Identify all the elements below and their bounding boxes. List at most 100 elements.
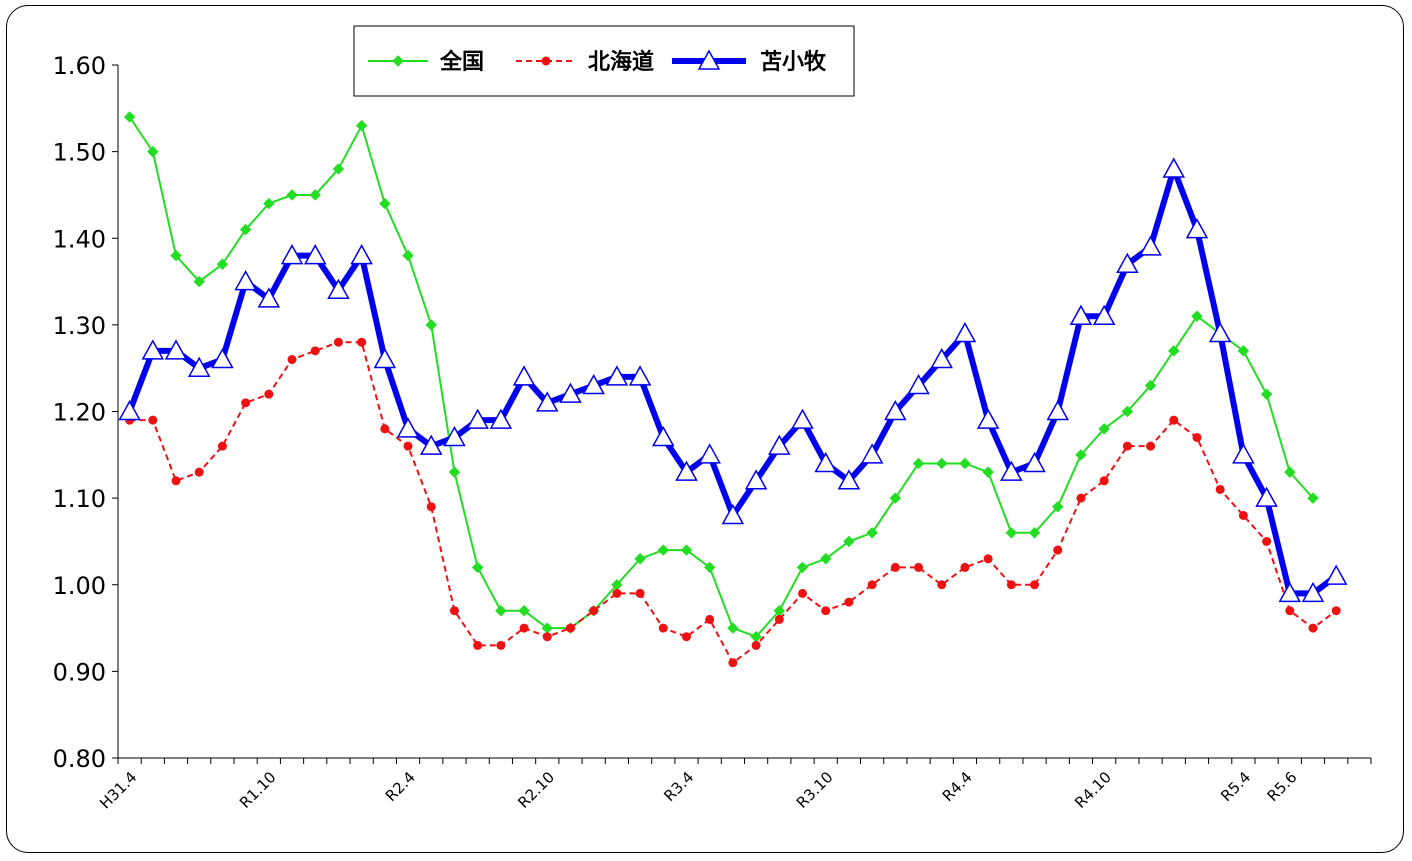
data-point-tomakomai [466, 408, 489, 429]
data-point-tomakomai [860, 443, 884, 464]
data-point-tomakomai [652, 425, 675, 447]
data-point-tomakomai [118, 399, 141, 421]
data-point-zenkoku [216, 258, 229, 270]
data-point-hokkaido [542, 632, 552, 642]
data-point-hokkaido [171, 476, 181, 486]
data-point-zenkoku [1144, 379, 1157, 392]
y-tick-label: 1.10 [53, 485, 106, 513]
data-point-zenkoku [1168, 345, 1180, 357]
y-tick-label: 0.80 [53, 745, 106, 773]
data-point-zenkoku [263, 197, 275, 210]
data-point-tomakomai [559, 382, 582, 403]
data-point-tomakomai [280, 244, 304, 265]
data-point-tomakomai [303, 244, 327, 265]
chart-frame [6, 5, 1404, 853]
data-point-tomakomai [1023, 451, 1046, 473]
data-point-hokkaido [983, 554, 993, 564]
data-point-zenkoku [820, 553, 832, 565]
data-point-tomakomai [976, 408, 1000, 429]
data-point-tomakomai [234, 270, 257, 291]
data-point-zenkoku [657, 544, 669, 556]
data-point-hokkaido [1146, 441, 1156, 451]
data-point-hokkaido [774, 614, 784, 624]
data-point-hokkaido [241, 398, 251, 408]
x-tick-label: R4.10 [1071, 768, 1115, 812]
data-point-zenkoku [355, 119, 368, 132]
data-point-zenkoku [471, 561, 484, 574]
data-point-tomakomai [350, 244, 373, 265]
data-point-zenkoku [936, 457, 948, 470]
data-point-zenkoku [402, 249, 414, 262]
data-point-zenkoku [796, 561, 809, 574]
data-point-tomakomai [211, 347, 234, 369]
data-point-hokkaido [1285, 606, 1295, 616]
data-point-zenkoku [309, 189, 321, 201]
y-tick-label: 1.20 [53, 399, 106, 427]
series-line-zenkoku [128, 116, 1314, 638]
data-point-zenkoku [495, 605, 507, 617]
x-tick-label: R3.4 [660, 768, 697, 805]
data-point-hokkaido [867, 580, 877, 590]
data-point-hokkaido [1238, 510, 1248, 520]
data-point-tomakomai [419, 434, 443, 455]
data-point-zenkoku [425, 319, 437, 331]
data-point-tomakomai [698, 443, 721, 464]
data-point-hokkaido [1169, 415, 1179, 425]
data-point-zenkoku [703, 561, 716, 574]
data-point-zenkoku [959, 457, 971, 470]
data-point-zenkoku [727, 622, 739, 634]
data-point-zenkoku [1098, 423, 1110, 435]
x-tick-label: R5.4 [1217, 768, 1254, 805]
data-point-tomakomai [1185, 218, 1209, 239]
data-point-hokkaido [217, 441, 227, 451]
data-point-tomakomai [675, 460, 698, 481]
data-point-hokkaido [635, 588, 645, 598]
data-point-hokkaido [403, 441, 413, 451]
data-point-hokkaido [287, 355, 297, 365]
data-point-zenkoku [889, 492, 902, 504]
data-point-zenkoku [982, 466, 994, 478]
data-point-hokkaido [798, 588, 808, 598]
data-point-tomakomai [1208, 321, 1232, 343]
data-point-hokkaido [937, 580, 947, 590]
data-point-hokkaido [658, 623, 668, 633]
data-point-hokkaido [705, 614, 715, 624]
data-point-hokkaido [1122, 441, 1132, 451]
data-point-hokkaido [821, 606, 831, 616]
data-point-tomakomai [744, 469, 768, 490]
data-point-zenkoku [680, 544, 693, 556]
data-point-zenkoku [1237, 345, 1250, 357]
data-point-tomakomai [953, 321, 977, 343]
data-point-tomakomai [187, 356, 211, 377]
data-point-hokkaido [1030, 580, 1040, 590]
data-point-tomakomai [814, 451, 837, 473]
data-point-zenkoku [866, 527, 878, 539]
data-point-tomakomai [1278, 581, 1302, 603]
data-point-tomakomai [1000, 460, 1023, 481]
data-point-zenkoku [1284, 466, 1296, 478]
data-point-tomakomai [1092, 304, 1116, 325]
data-point-hokkaido [1006, 580, 1016, 590]
y-tick-label: 1.60 [53, 52, 106, 80]
data-point-tomakomai [141, 339, 165, 360]
data-point-hokkaido [357, 337, 367, 347]
series-line-tomakomai [126, 165, 1338, 597]
data-point-hokkaido [310, 346, 320, 356]
data-point-hokkaido [728, 658, 738, 668]
data-point-tomakomai [1139, 235, 1162, 256]
data-point-tomakomai [1069, 304, 1093, 325]
data-point-hokkaido [1076, 493, 1086, 503]
data-point-zenkoku [1052, 501, 1064, 513]
x-tick-label: R2.10 [514, 768, 558, 812]
data-point-hokkaido [541, 56, 551, 66]
data-point-zenkoku [392, 55, 404, 67]
data-point-tomakomai [791, 408, 814, 429]
series-line-hokkaido [129, 341, 1337, 664]
data-point-hokkaido [333, 337, 343, 347]
data-point-tomakomai [837, 469, 861, 490]
data-point-zenkoku [518, 605, 530, 617]
y-tick-label: 1.30 [53, 312, 106, 340]
data-point-zenkoku [379, 197, 391, 210]
data-point-tomakomai [697, 49, 721, 70]
data-point-tomakomai [327, 278, 350, 299]
